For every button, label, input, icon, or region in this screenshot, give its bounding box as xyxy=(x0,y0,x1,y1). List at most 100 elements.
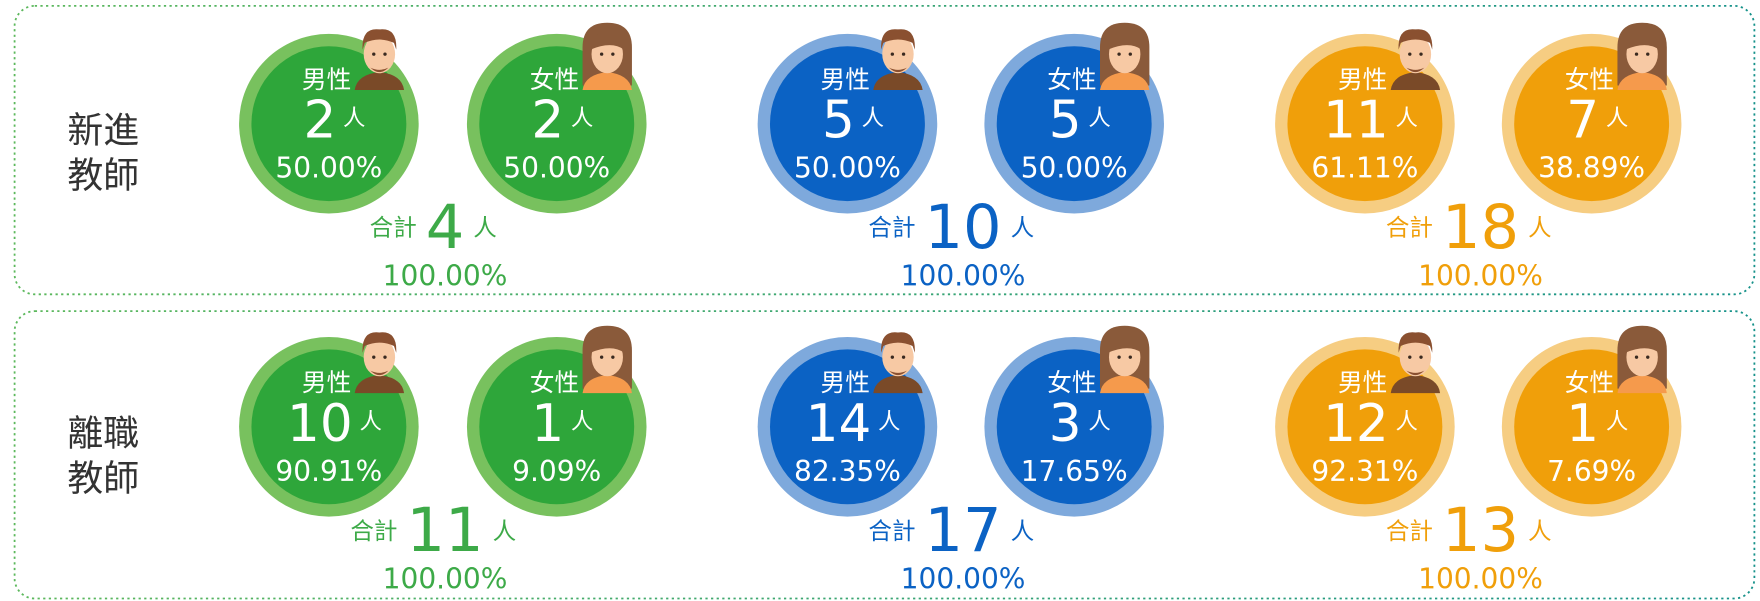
infographic: 新進教師男性2人50.00%女性2人50.00%4合計人100.00%男性5人5… xyxy=(0,0,1760,601)
percent: 90.91% xyxy=(275,455,382,488)
percent: 50.00% xyxy=(275,152,382,185)
count: 10 xyxy=(287,394,353,454)
unit: 人 xyxy=(1606,106,1628,132)
gender-label: 女性 xyxy=(1047,368,1096,397)
avatar xyxy=(1617,326,1666,393)
gender-label: 女性 xyxy=(530,65,579,94)
avatar-eye xyxy=(372,52,375,55)
total-count: 4 xyxy=(426,193,465,263)
count: 5 xyxy=(822,91,855,151)
gender-label: 女性 xyxy=(1565,65,1614,94)
avatar-eye xyxy=(1408,356,1411,359)
total-unit: 人 xyxy=(493,517,517,545)
total-count: 11 xyxy=(406,496,483,566)
section-title: 離職 xyxy=(67,414,139,455)
percent: 7.69% xyxy=(1547,455,1636,488)
total-unit: 人 xyxy=(1011,517,1035,545)
total-unit: 人 xyxy=(473,214,497,242)
avatar-eye xyxy=(1117,356,1120,359)
unit: 人 xyxy=(878,409,900,435)
unit: 人 xyxy=(1396,106,1418,132)
avatar-eye xyxy=(611,356,614,359)
avatar-eye xyxy=(600,52,603,55)
avatar-eye xyxy=(1117,52,1120,55)
gender-label: 女性 xyxy=(530,368,579,397)
total-label: 合計 xyxy=(370,214,417,242)
total-unit: 人 xyxy=(1528,517,1552,545)
avatar xyxy=(1100,326,1149,393)
avatar-eye xyxy=(1408,52,1411,55)
avatar-eye xyxy=(600,356,603,359)
gender-label: 男性 xyxy=(821,65,870,94)
avatar-eye xyxy=(383,52,386,55)
avatar-eye xyxy=(1635,356,1638,359)
page: 新進教師男性2人50.00%女性2人50.00%4合計人100.00%男性5人5… xyxy=(0,0,1760,601)
percent: 17.65% xyxy=(1021,455,1128,488)
count: 12 xyxy=(1323,394,1389,454)
avatar-eye xyxy=(383,356,386,359)
avatar-eye xyxy=(1646,52,1649,55)
total-label: 合計 xyxy=(1386,517,1433,545)
percent: 9.09% xyxy=(512,455,601,488)
unit: 人 xyxy=(1396,409,1418,435)
percent: 50.00% xyxy=(794,152,901,185)
avatar-eye xyxy=(891,52,894,55)
unit: 人 xyxy=(343,106,365,132)
percent: 50.00% xyxy=(1021,152,1128,185)
gender-label: 男性 xyxy=(1338,368,1387,397)
unit: 人 xyxy=(1606,409,1628,435)
count: 2 xyxy=(531,91,564,151)
avatar-eye xyxy=(1129,356,1132,359)
unit: 人 xyxy=(1088,409,1110,435)
avatar-eye xyxy=(1419,356,1422,359)
avatar-eye xyxy=(1635,52,1638,55)
total-label: 合計 xyxy=(868,517,915,545)
count: 1 xyxy=(531,394,564,454)
section-title: 教師 xyxy=(67,156,139,197)
section-title: 新進 xyxy=(67,111,139,152)
avatar-eye xyxy=(1646,356,1649,359)
gender-label: 男性 xyxy=(821,368,870,397)
avatar-eye xyxy=(902,356,905,359)
percent: 92.31% xyxy=(1311,455,1418,488)
count: 14 xyxy=(806,394,872,454)
unit: 人 xyxy=(1088,106,1110,132)
unit: 人 xyxy=(359,409,381,435)
total-unit: 人 xyxy=(1528,214,1552,242)
count: 2 xyxy=(303,91,336,151)
total-percent: 100.00% xyxy=(383,563,508,596)
gender-label: 女性 xyxy=(1565,368,1614,397)
avatar-eye xyxy=(611,52,614,55)
gender-label: 女性 xyxy=(1047,65,1096,94)
total-percent: 100.00% xyxy=(1418,563,1543,596)
percent: 61.11% xyxy=(1311,152,1418,185)
total-percent: 100.00% xyxy=(901,563,1026,596)
total-count: 10 xyxy=(924,193,1001,263)
avatar xyxy=(1100,23,1149,90)
count: 3 xyxy=(1049,394,1082,454)
total-percent: 100.00% xyxy=(1418,259,1543,292)
gender-label: 男性 xyxy=(302,368,351,397)
avatar-eye xyxy=(902,52,905,55)
avatar-eye xyxy=(1129,52,1132,55)
avatar-eye xyxy=(891,356,894,359)
avatar xyxy=(583,326,632,393)
total-label: 合計 xyxy=(868,214,915,242)
unit: 人 xyxy=(571,409,593,435)
avatar xyxy=(1617,23,1666,90)
gender-label: 男性 xyxy=(302,65,351,94)
total-label: 合計 xyxy=(1386,214,1433,242)
total-count: 17 xyxy=(924,496,1001,566)
avatar-eye xyxy=(372,356,375,359)
total-unit: 人 xyxy=(1011,214,1035,242)
total-count: 18 xyxy=(1442,193,1519,263)
gender-label: 男性 xyxy=(1338,65,1387,94)
percent: 38.89% xyxy=(1538,152,1645,185)
section-title: 教師 xyxy=(67,459,139,500)
percent: 50.00% xyxy=(503,152,610,185)
percent: 82.35% xyxy=(794,455,901,488)
count: 5 xyxy=(1049,91,1082,151)
total-percent: 100.00% xyxy=(383,259,508,292)
total-count: 13 xyxy=(1442,496,1519,566)
count: 7 xyxy=(1566,91,1599,151)
